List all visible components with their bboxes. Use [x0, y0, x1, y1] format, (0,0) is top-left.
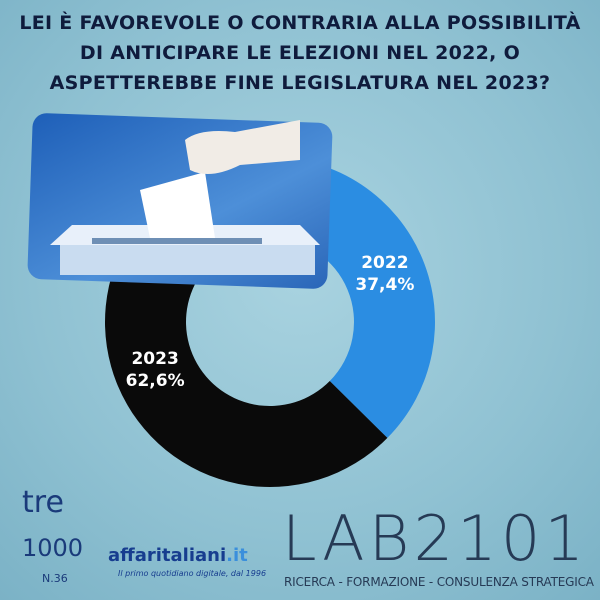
brand-lab-tagline: RICERCA - FORMAZIONE - CONSULENZA STRATE…: [284, 575, 595, 589]
brand-affaritaliani-tld: .it: [226, 545, 248, 566]
photo: [27, 113, 333, 289]
brand-lab: LAB2101: [282, 502, 588, 575]
slice-value-label: 37,4%: [355, 275, 414, 295]
brand-affaritaliani-name: affaritaliani: [108, 545, 226, 566]
brand-mille: 1000: [22, 534, 83, 562]
chart-title: LEI È FAVOREVOLE O CONTRARIA ALLA POSSIB…: [19, 12, 581, 94]
brand-affaritaliani: affaritaliani.it: [108, 545, 248, 566]
slice-category: 2022: [361, 253, 408, 273]
slice-value-label: 62,6%: [126, 371, 185, 391]
brand-issue: N.36: [42, 572, 68, 585]
brand-tre: tre: [22, 485, 64, 520]
slice-category: 2023: [131, 349, 178, 369]
brand-affaritaliani-tagline: Il primo quotidiano digitale, dal 1996: [118, 569, 266, 578]
